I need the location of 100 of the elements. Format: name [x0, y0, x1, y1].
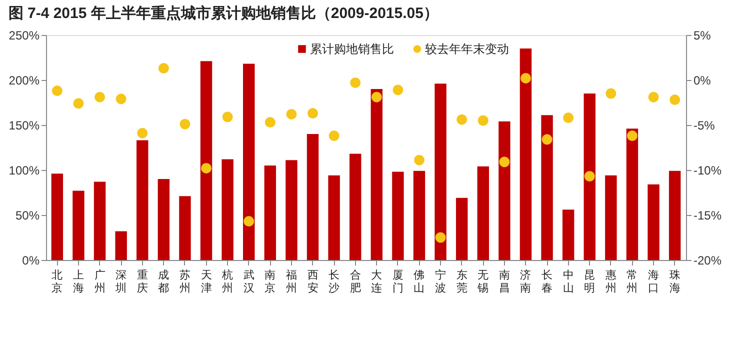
- x-tick-label: 珠海: [669, 268, 680, 294]
- x-tick-label: 中山: [562, 268, 574, 294]
- bar: [413, 170, 426, 260]
- x-tick-label: 深圳: [114, 270, 127, 294]
- bar: [115, 231, 127, 260]
- x-tick-label: 海口: [648, 270, 660, 294]
- point: [435, 232, 446, 243]
- x-tick-label: 长沙: [328, 268, 340, 294]
- y2-tick-label: -10%: [694, 164, 722, 178]
- y2-tick-label: 5%: [694, 28, 712, 42]
- bar: [72, 190, 84, 260]
- x-tick-label: 佛山: [414, 270, 425, 294]
- x-tick-label: 南昌: [498, 268, 510, 294]
- point: [371, 92, 382, 102]
- y2-tick-label: 0%: [694, 74, 712, 88]
- point: [244, 216, 254, 227]
- bar: [541, 115, 553, 260]
- point: [499, 156, 510, 168]
- x-tick-label: 长春: [542, 268, 553, 294]
- x-tick-label: 重庆: [136, 268, 148, 294]
- point: [52, 86, 62, 96]
- x-tick-label: 东莞: [456, 268, 468, 294]
- point: [478, 115, 488, 126]
- point: [308, 108, 318, 119]
- point: [563, 112, 574, 124]
- bar: [51, 174, 64, 260]
- bar: [392, 172, 404, 260]
- point: [520, 72, 531, 84]
- x-tick-label: 西安: [307, 270, 318, 294]
- bar: [158, 179, 170, 260]
- y2-tick-label: -5%: [694, 118, 716, 132]
- x-tick-label: 上海: [72, 268, 84, 294]
- point: [648, 92, 659, 102]
- x-tick-label: 杭州: [221, 268, 234, 294]
- bar: [136, 140, 148, 260]
- point: [392, 84, 404, 96]
- x-tick-label: 昆明: [584, 270, 596, 294]
- bar: [179, 196, 191, 260]
- bar: [434, 84, 446, 260]
- x-tick-label: 常州: [626, 268, 638, 294]
- y-tick-label: 50%: [15, 208, 40, 222]
- y-tick-label: 0%: [22, 254, 40, 268]
- point: [670, 94, 680, 106]
- x-tick-label: 天津: [200, 270, 212, 294]
- bar: [562, 210, 574, 260]
- point: [350, 77, 361, 88]
- y-tick-label: 150%: [8, 118, 40, 132]
- bar: [498, 121, 510, 260]
- bar: [584, 94, 596, 260]
- point: [180, 118, 190, 130]
- bar: [306, 134, 319, 260]
- x-tick-label: 武汉: [243, 268, 254, 294]
- point: [542, 134, 552, 145]
- bar: [222, 159, 234, 260]
- bar: [94, 182, 106, 260]
- bar: [477, 166, 489, 260]
- y2-tick-label: -20%: [694, 254, 722, 268]
- x-tick-label: 惠州: [604, 268, 616, 294]
- bar: [286, 160, 298, 260]
- bar: [456, 198, 468, 260]
- bar: [264, 166, 276, 260]
- point: [201, 162, 212, 174]
- point: [328, 130, 340, 142]
- bar: [200, 61, 212, 260]
- bar: [349, 154, 362, 260]
- point: [626, 130, 638, 142]
- x-tick-label: 济南: [520, 268, 532, 294]
- point: [222, 112, 233, 122]
- y-tick-label: 200%: [8, 74, 40, 88]
- point: [94, 92, 106, 102]
- x-tick-label: 南京: [264, 268, 276, 294]
- y-tick-label: 250%: [8, 28, 40, 42]
- chart-title: 图 7-4 2015 年上半年重点城市累计购地销售比（2009-2015.05）: [8, 4, 438, 22]
- point: [264, 117, 276, 128]
- point: [456, 114, 468, 125]
- point: [137, 128, 148, 138]
- x-tick-label: 广州: [94, 268, 106, 294]
- legend-label: 累计购地销售比: [310, 42, 394, 56]
- y-tick-label: 100%: [8, 164, 40, 178]
- x-tick-label: 宁波: [435, 268, 446, 294]
- x-tick-label: 北京: [52, 268, 63, 294]
- point: [116, 94, 126, 104]
- x-tick-label: 苏州: [179, 268, 190, 294]
- x-tick-label: 无锡: [476, 270, 489, 294]
- point: [73, 98, 84, 109]
- bar: [243, 64, 255, 260]
- legend-label: 较去年年末变动: [425, 42, 510, 56]
- point: [158, 63, 169, 74]
- bar: [626, 128, 638, 260]
- x-tick-label: 大连: [371, 268, 382, 294]
- point: [286, 108, 297, 120]
- bar: [520, 48, 532, 260]
- point: [606, 88, 616, 99]
- x-tick-label: 成都: [158, 268, 170, 294]
- x-tick-label: 厦门: [392, 270, 404, 294]
- x-tick-label: 福州: [286, 268, 297, 294]
- bar: [668, 170, 681, 260]
- point: [414, 154, 424, 166]
- bar: [648, 184, 660, 260]
- x-tick-label: 合肥: [350, 268, 361, 294]
